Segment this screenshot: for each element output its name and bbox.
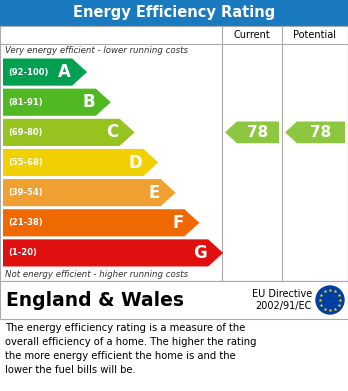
Polygon shape xyxy=(3,239,223,267)
Polygon shape xyxy=(3,119,135,146)
Polygon shape xyxy=(3,89,111,116)
Text: (39-54): (39-54) xyxy=(8,188,42,197)
Text: Current: Current xyxy=(234,30,270,40)
Bar xyxy=(0,26,348,281)
Text: D: D xyxy=(129,154,142,172)
Text: 78: 78 xyxy=(310,125,332,140)
Text: (1-20): (1-20) xyxy=(8,248,37,257)
Text: EU Directive
2002/91/EC: EU Directive 2002/91/EC xyxy=(252,289,312,311)
Text: F: F xyxy=(172,214,183,232)
Polygon shape xyxy=(285,122,345,143)
Text: E: E xyxy=(148,184,160,202)
Text: (81-91): (81-91) xyxy=(8,98,42,107)
Polygon shape xyxy=(3,149,158,176)
Polygon shape xyxy=(3,59,87,86)
Text: The energy efficiency rating is a measure of the
overall efficiency of a home. T: The energy efficiency rating is a measur… xyxy=(5,323,256,375)
Text: Very energy efficient - lower running costs: Very energy efficient - lower running co… xyxy=(5,46,188,55)
Text: (92-100): (92-100) xyxy=(8,68,48,77)
Polygon shape xyxy=(3,179,176,206)
Bar xyxy=(0,281,348,319)
Text: Potential: Potential xyxy=(293,30,337,40)
Text: Not energy efficient - higher running costs: Not energy efficient - higher running co… xyxy=(5,270,188,279)
Text: (69-80): (69-80) xyxy=(8,128,42,137)
Bar xyxy=(0,0,348,26)
Text: G: G xyxy=(193,244,207,262)
Text: 78: 78 xyxy=(247,125,269,140)
Polygon shape xyxy=(225,122,279,143)
Text: B: B xyxy=(82,93,95,111)
Text: (21-38): (21-38) xyxy=(8,218,42,227)
Text: (55-68): (55-68) xyxy=(8,158,43,167)
Text: Energy Efficiency Rating: Energy Efficiency Rating xyxy=(73,5,275,20)
Text: England & Wales: England & Wales xyxy=(6,291,184,310)
Text: A: A xyxy=(58,63,71,81)
Circle shape xyxy=(316,286,344,314)
Polygon shape xyxy=(3,209,199,236)
Text: C: C xyxy=(106,123,119,142)
